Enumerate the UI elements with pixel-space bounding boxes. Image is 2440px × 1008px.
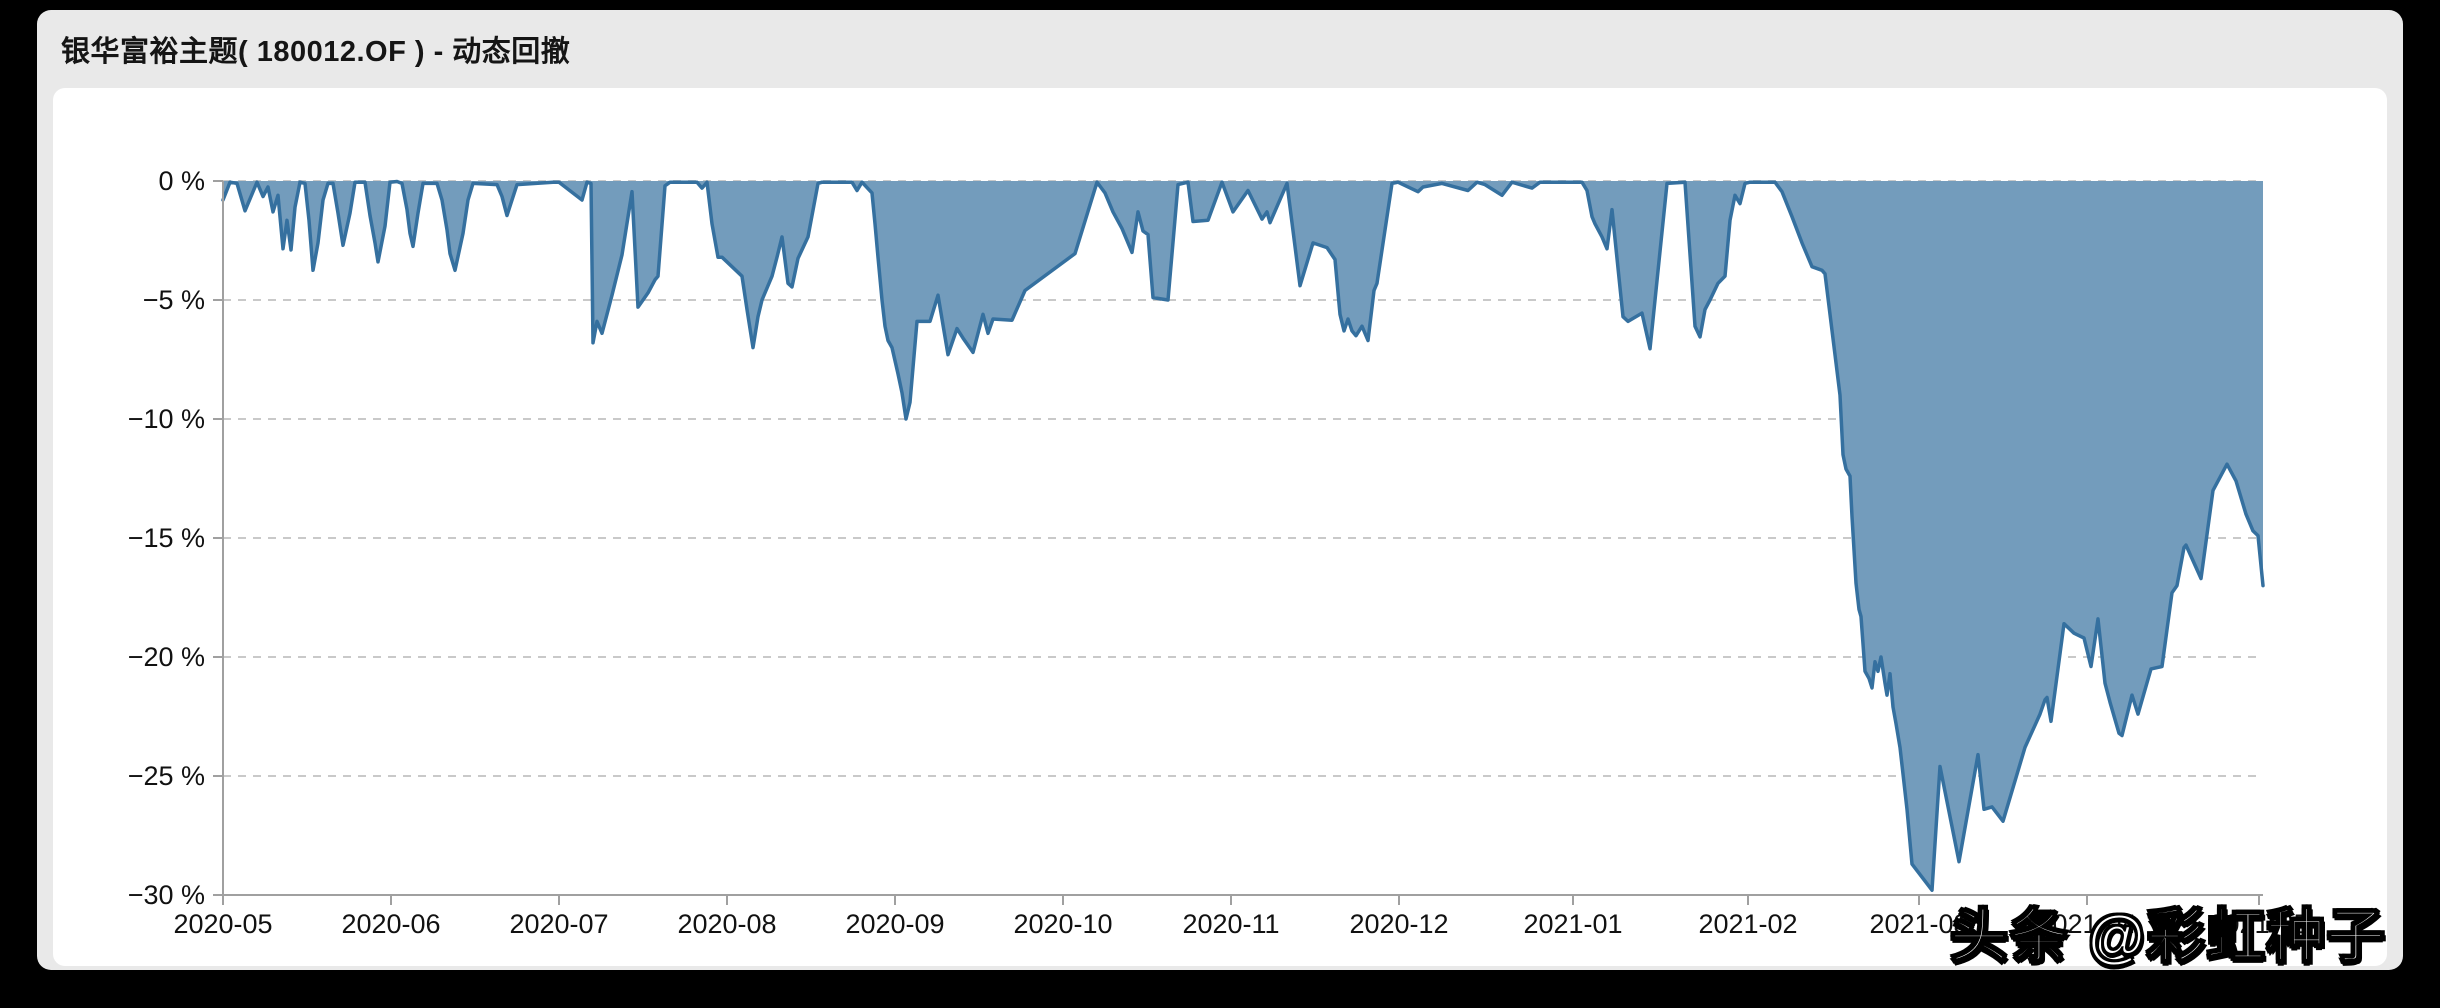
- y-tick-label: −5 %: [143, 285, 205, 315]
- x-tick-label: 2021-01: [1523, 909, 1622, 939]
- x-tick-label: 2021-05: [2209, 909, 2308, 939]
- x-tick-label: 2020-10: [1013, 909, 1112, 939]
- y-tick-label: −25 %: [128, 761, 205, 791]
- drawdown-area-chart[interactable]: 0 % −5 % −10 % −15 % −20 % −25 % −30 %2020-05 2…: [53, 88, 2387, 966]
- y-tick-label: −30 %: [128, 880, 205, 910]
- drawdown-line: [221, 179, 2265, 892]
- x-tick-label: 2020-07: [509, 909, 608, 939]
- watermark-text: 头条 @彩虹种子: [1949, 904, 2387, 969]
- drawdown-area-fill: [223, 181, 2263, 891]
- chart-panel: 银华富裕主题( 180012.OF ) - 动态回撤 0 % −5 % −10 % −…: [37, 10, 2403, 970]
- chart-card: 0 % −5 % −10 % −15 % −20 % −25 % −30 % 2020-05 2…: [53, 88, 2387, 966]
- y-tick-label: 0 %: [158, 166, 205, 196]
- x-tick-label: 2021-04: [2037, 909, 2136, 939]
- y-tick-label: −20 %: [128, 642, 205, 672]
- x-tick-label: 2021-02: [1698, 909, 1797, 939]
- x-tick-label: 2020-06: [341, 909, 440, 939]
- x-tick-label: 2020-08: [677, 909, 776, 939]
- chart-title: 银华富裕主题( 180012.OF ) - 动态回撤: [61, 36, 571, 68]
- y-tick-label: −10 %: [128, 404, 205, 434]
- x-tick-label: 2020-11: [1182, 909, 1279, 939]
- x-tick-label: 2020-05: [173, 909, 272, 939]
- x-tick-label: 2020-09: [845, 909, 944, 939]
- x-tick-label: 2021-03: [1869, 909, 1968, 939]
- x-tick-label: 2020-12: [1349, 909, 1448, 939]
- y-tick-label: −15 %: [128, 523, 205, 553]
